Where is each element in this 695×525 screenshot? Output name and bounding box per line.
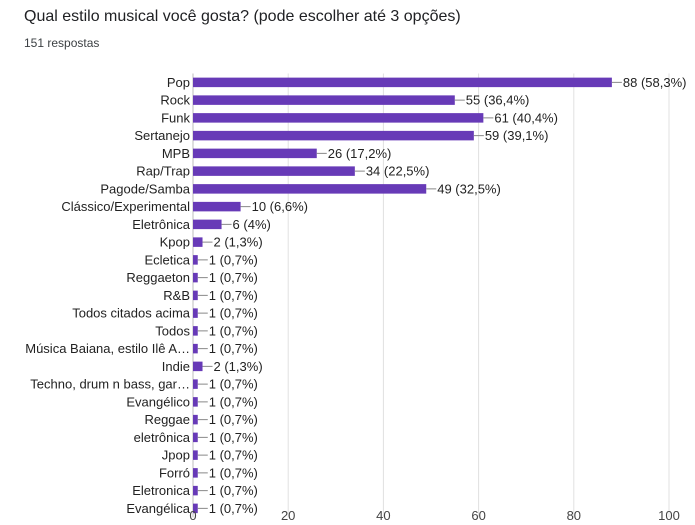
category-label: Eletrônica bbox=[132, 217, 191, 232]
value-label: 1 (0,7%) bbox=[209, 377, 258, 392]
value-label: 1 (0,7%) bbox=[209, 341, 258, 356]
bar bbox=[193, 95, 455, 105]
bar bbox=[193, 361, 203, 372]
bar bbox=[193, 77, 612, 88]
value-label: 26 (17,2%) bbox=[328, 146, 392, 161]
value-label: 1 (0,7%) bbox=[209, 270, 258, 285]
value-label: 49 (32,5%) bbox=[437, 181, 501, 196]
x-tick-label: 40 bbox=[376, 508, 390, 523]
category-label: Clássico/Experimental bbox=[61, 199, 190, 214]
category-label: Sertanejo bbox=[134, 128, 190, 143]
category-label: R&B bbox=[163, 288, 190, 303]
category-label: Rock bbox=[160, 93, 190, 108]
category-label: Eletronica bbox=[132, 483, 191, 498]
category-label: Rap/Trap bbox=[136, 164, 190, 179]
category-label: Reggae bbox=[144, 412, 190, 427]
bar bbox=[193, 219, 222, 230]
category-label: Ecletica bbox=[144, 252, 190, 267]
bar bbox=[193, 237, 203, 247]
bar bbox=[193, 379, 198, 389]
x-tick-label: 100 bbox=[658, 508, 680, 523]
category-label: Techno, drum n bass, gar… bbox=[30, 377, 190, 392]
category-label: Indie bbox=[162, 359, 190, 374]
category-label: Funk bbox=[161, 110, 190, 125]
bars bbox=[193, 77, 612, 514]
x-tick-label: 0 bbox=[189, 508, 196, 523]
value-label: 2 (1,3%) bbox=[214, 359, 263, 374]
category-label: Música Baiana, estilo Ilê A… bbox=[25, 341, 190, 356]
category-label: Reggaeton bbox=[126, 270, 190, 285]
x-axis-ticks: 0 20 40 60 80 100 bbox=[189, 508, 679, 523]
x-tick-label: 20 bbox=[281, 508, 295, 523]
bar bbox=[193, 201, 241, 212]
category-label: eletrônica bbox=[134, 430, 191, 445]
bar bbox=[193, 326, 198, 336]
value-label: 1 (0,7%) bbox=[209, 448, 258, 463]
bar bbox=[193, 255, 198, 265]
value-label: 1 (0,7%) bbox=[209, 430, 258, 445]
bar bbox=[193, 468, 198, 478]
value-label: 1 (0,7%) bbox=[209, 288, 258, 303]
value-label: 6 (4%) bbox=[233, 217, 271, 232]
value-label: 55 (36,4%) bbox=[466, 93, 530, 108]
category-label: Pagode/Samba bbox=[100, 181, 190, 196]
bar bbox=[193, 113, 484, 123]
value-label: 34 (22,5%) bbox=[366, 164, 430, 179]
bar bbox=[193, 485, 198, 496]
category-label: Jpop bbox=[162, 448, 190, 463]
category-label: Pop bbox=[167, 75, 190, 90]
category-label: Evangélica bbox=[126, 501, 190, 516]
category-label: Todos bbox=[155, 323, 190, 338]
value-label: 59 (39,1%) bbox=[485, 128, 549, 143]
value-label: 1 (0,7%) bbox=[209, 252, 258, 267]
category-label: Forró bbox=[159, 465, 190, 480]
bar bbox=[193, 290, 198, 301]
value-label: 1 (0,7%) bbox=[209, 306, 258, 321]
bar bbox=[193, 450, 198, 460]
value-label: 1 (0,7%) bbox=[209, 394, 258, 409]
x-tick-label: 80 bbox=[567, 508, 581, 523]
bar bbox=[193, 184, 427, 194]
x-tick-label: 60 bbox=[471, 508, 485, 523]
bar bbox=[193, 343, 198, 354]
bar bbox=[193, 397, 198, 407]
value-labels: 88 (58,3%) 55 (36,4%) 61 (40,4%) 59 (39,1%)… bbox=[197, 75, 687, 516]
bar bbox=[193, 503, 198, 514]
category-labels: Pop Rock Funk Sertanejo MPB Rap/Trap Pagode/Sa… bbox=[25, 75, 191, 516]
bar bbox=[193, 130, 474, 141]
bar bbox=[193, 272, 198, 283]
bar bbox=[193, 166, 355, 176]
value-label: 1 (0,7%) bbox=[209, 483, 258, 498]
value-label: 2 (1,3%) bbox=[214, 235, 263, 250]
value-label: 88 (58,3%) bbox=[623, 75, 687, 90]
category-label: MPB bbox=[162, 146, 190, 161]
category-label: Todos citados acima bbox=[72, 306, 191, 321]
category-label: Evangélico bbox=[126, 394, 190, 409]
value-label: 1 (0,7%) bbox=[209, 501, 258, 516]
bar bbox=[193, 308, 198, 318]
question-title: Qual estilo musical você gosta? (pode es… bbox=[24, 8, 461, 25]
value-label: 1 (0,7%) bbox=[209, 465, 258, 480]
response-count: 151 respostas bbox=[24, 36, 100, 50]
bar bbox=[193, 432, 198, 443]
value-label: 61 (40,4%) bbox=[494, 110, 558, 125]
value-label: 10 (6,6%) bbox=[252, 199, 308, 214]
bar bbox=[193, 414, 198, 425]
category-label: Kpop bbox=[160, 235, 190, 250]
value-label: 1 (0,7%) bbox=[209, 412, 258, 427]
value-label: 1 (0,7%) bbox=[209, 323, 258, 338]
bar bbox=[193, 148, 317, 159]
